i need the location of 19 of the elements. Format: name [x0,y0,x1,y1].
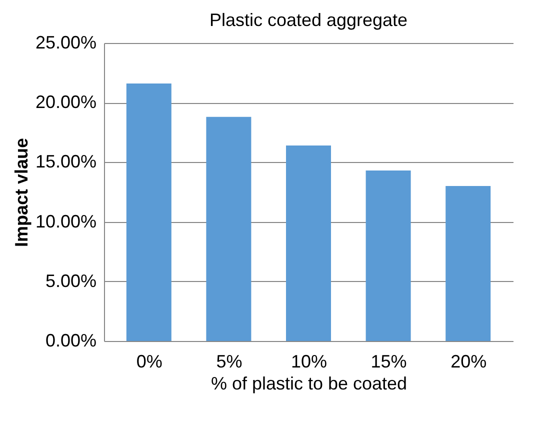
y-tick-label: 15.00% [35,152,96,172]
bar [206,116,252,341]
bar [446,186,491,341]
chart-title: Plastic coated aggregate [209,10,408,30]
y-tick-label: 5.00% [45,270,96,291]
bar [366,170,411,341]
x-tick-label: 10% [290,352,328,372]
y-tick-label: 25.00% [35,32,96,52]
y-tick-label: 0.00% [45,330,96,350]
bar [286,146,331,341]
x-axis-title: % of plastic to be coated [210,374,408,394]
x-tick-label: 5% [216,352,242,372]
bar [126,84,172,341]
y-tick-label: 20.00% [35,92,96,112]
x-tick-label: 20% [450,352,487,372]
x-tick-label: 0% [136,352,162,372]
x-tick-label: 15% [370,352,407,372]
y-axis-title: Impact vlaue [11,138,32,248]
y-tick-label: 10.00% [35,211,96,232]
